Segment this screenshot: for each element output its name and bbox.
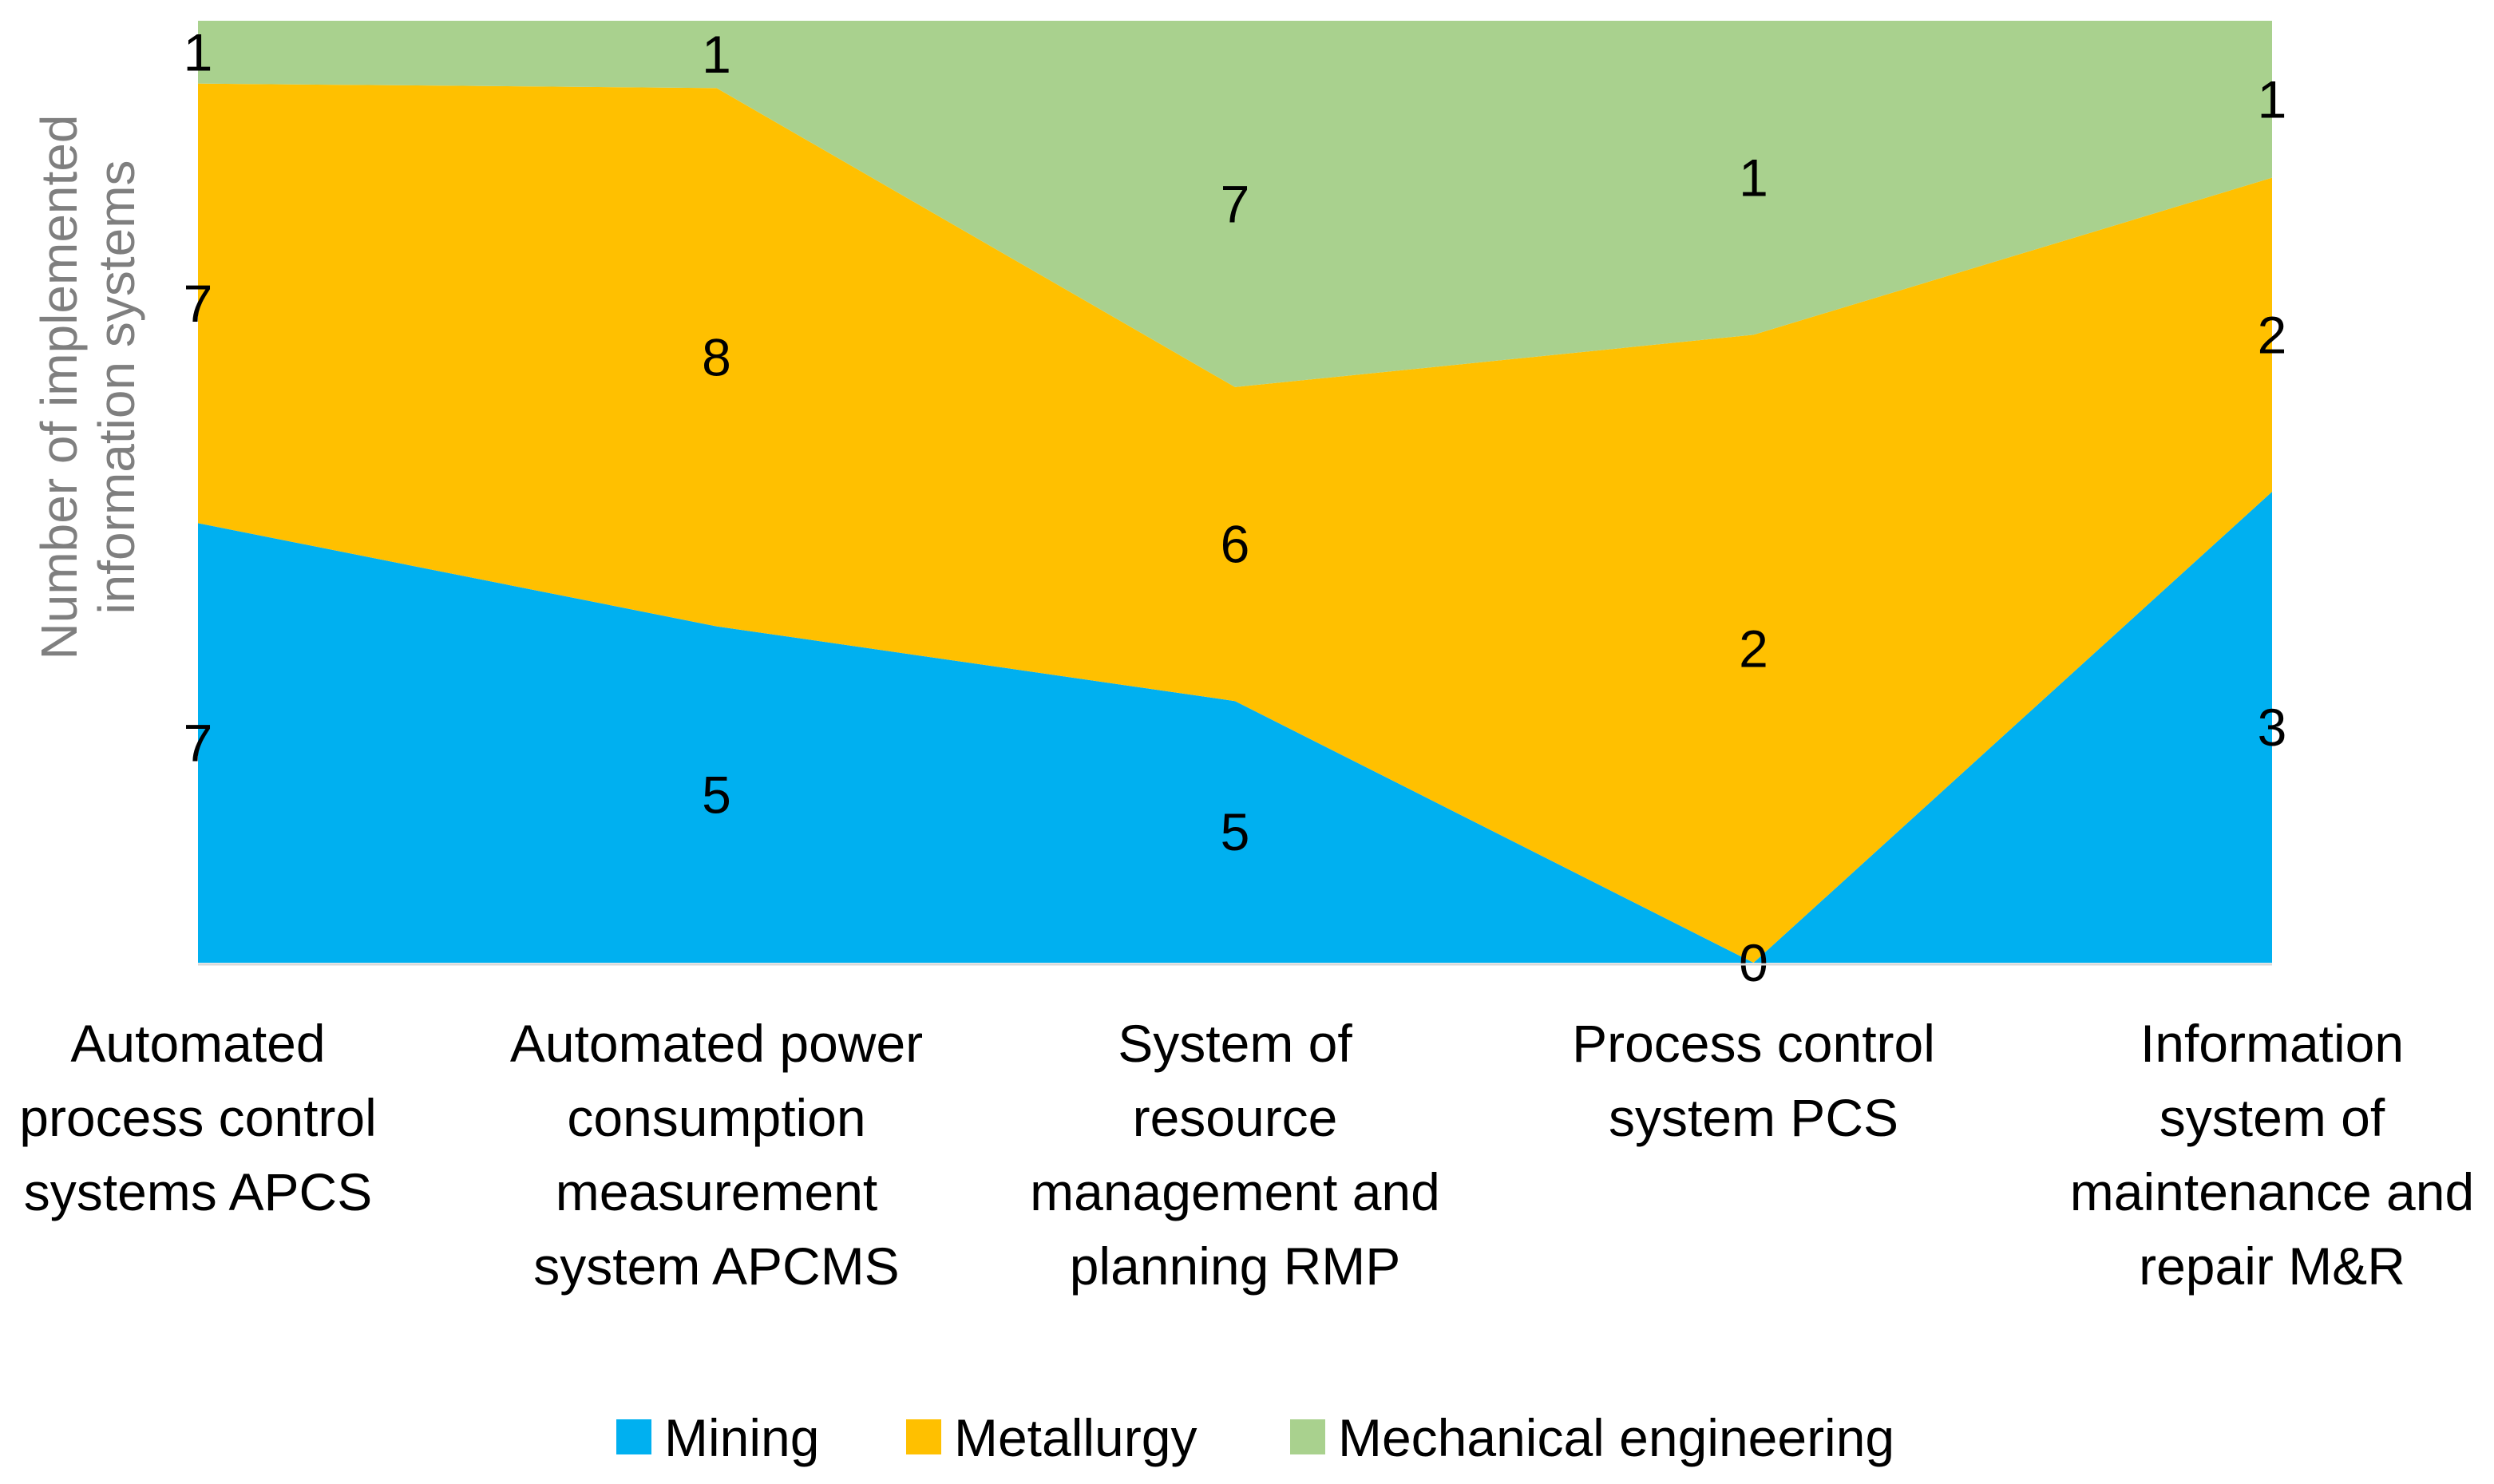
data-label-metallurgy-4: 2	[2258, 305, 2287, 364]
data-label-metallurgy-0: 7	[184, 274, 213, 333]
legend-swatch	[906, 1419, 941, 1454]
data-labels: 7 5 5 0 3 7 8 6 2 2 1 1 7 1 1	[184, 22, 2287, 992]
x-tick-label-line: repair M&R	[2139, 1237, 2405, 1296]
data-label-metallurgy-1: 8	[702, 327, 731, 386]
data-label-mechanical-engineering-3: 1	[1739, 148, 1768, 208]
x-tick-label-line: resource	[1133, 1088, 1338, 1147]
data-label-mining-0: 7	[184, 714, 213, 773]
y-axis-title-line: information systems	[88, 160, 145, 614]
data-label-mechanical-engineering-1: 1	[702, 25, 731, 84]
y-axis-title: Number of implementedinformation systems	[30, 115, 145, 660]
legend-swatch	[1290, 1419, 1325, 1454]
data-label-mining-2: 5	[1221, 802, 1250, 861]
x-tick-label-line: System of	[1118, 1014, 1352, 1073]
x-tick-label-line: consumption	[567, 1088, 865, 1147]
x-tick-label-line: Automated power	[510, 1014, 923, 1073]
data-label-mining-4: 3	[2258, 698, 2287, 757]
data-label-mechanical-engineering-2: 7	[1221, 174, 1250, 233]
area-mechanical-engineering	[198, 21, 2272, 387]
area-metallurgy	[198, 83, 2272, 964]
y-axis-title-line: Number of implemented	[30, 115, 88, 660]
x-tick-label-line: management and	[1030, 1162, 1440, 1221]
x-tick-label-line: system of	[2159, 1088, 2385, 1147]
data-label-metallurgy-3: 2	[1739, 619, 1768, 679]
legend-label: Mechanical engineering	[1338, 1408, 1894, 1467]
plot-areas	[198, 21, 2272, 964]
area-mining	[198, 492, 2272, 963]
x-axis-tick-labels: Automated process control systems APCSAuto…	[19, 1014, 2474, 1296]
x-tick-label-1: Automated power consumption measurement sys…	[510, 1014, 923, 1296]
data-label-mechanical-engineering-0: 1	[184, 22, 213, 81]
legend-swatch	[616, 1419, 651, 1454]
x-tick-label-line: Process control	[1572, 1014, 1935, 1073]
x-tick-label-line: process control	[19, 1088, 377, 1147]
x-tick-label-line: Automated	[70, 1014, 325, 1073]
x-tick-label-3: Process control system PCS	[1572, 1014, 1935, 1147]
legend-label: Mining	[664, 1408, 819, 1467]
legend-item-metallurgy: Metallurgy	[906, 1408, 1197, 1467]
data-label-metallurgy-2: 6	[1221, 515, 1250, 574]
data-label-mining-3: 0	[1739, 933, 1768, 992]
x-tick-label-line: measurement	[556, 1162, 878, 1221]
x-tick-label-line: systems APCS	[24, 1162, 372, 1221]
legend-item-mechanical-engineering: Mechanical engineering	[1290, 1408, 1894, 1467]
x-tick-label-line: Information	[2140, 1014, 2404, 1073]
legend-label: Metallurgy	[954, 1408, 1197, 1467]
x-tick-label-0: Automated process control systems APCS	[19, 1014, 377, 1221]
x-tick-label-line: planning RMP	[1070, 1237, 1401, 1296]
x-tick-label-line: system APCMS	[533, 1237, 899, 1296]
legend: Mining Metallurgy Mechanical engineering	[616, 1408, 1894, 1467]
x-tick-label-2: System of resource management and planning …	[1030, 1014, 1440, 1296]
x-tick-label-4: Information system of maintenance and repai…	[2070, 1014, 2474, 1296]
x-tick-label-line: maintenance and	[2070, 1162, 2474, 1221]
data-label-mining-1: 5	[702, 765, 731, 824]
data-label-mechanical-engineering-4: 1	[2258, 69, 2287, 129]
x-tick-label-line: system PCS	[1609, 1088, 1898, 1147]
legend-item-mining: Mining	[616, 1408, 819, 1467]
